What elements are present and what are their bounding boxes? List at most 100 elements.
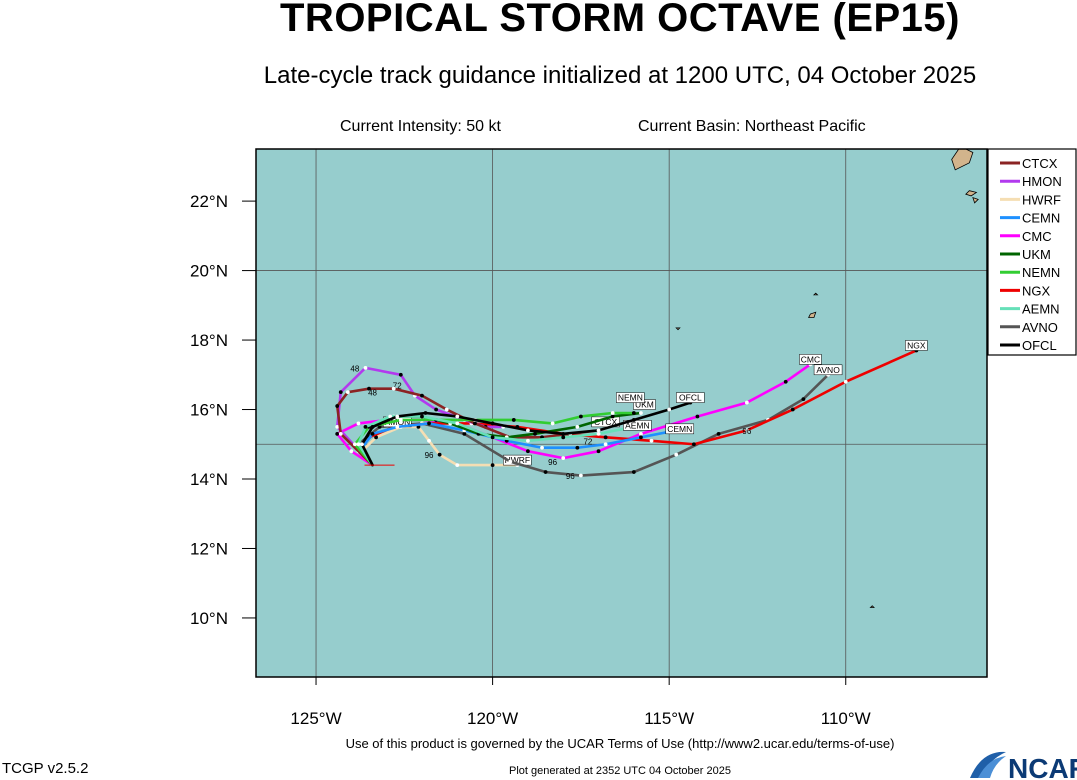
model-label-box (503, 454, 532, 466)
track-point (631, 411, 636, 415)
track-point (420, 393, 424, 398)
legend-label: AEMN (1022, 302, 1060, 317)
map-frame (255, 148, 988, 678)
svg-text:NCAR: NCAR (1008, 753, 1077, 780)
track-point (744, 428, 749, 433)
track-point (363, 424, 368, 429)
track-point (434, 407, 439, 412)
track-point (561, 431, 566, 436)
current-basin: Current Basin: Northeast Pacific (638, 118, 866, 135)
legend-label: NGX (1022, 283, 1051, 298)
terms-of-use: Use of this product is governed by the U… (345, 736, 895, 751)
legend-item-hwrf: HWRF (1000, 192, 1061, 207)
plot-title: TROPICAL STORM OCTAVE (EP15) (280, 0, 960, 40)
track-point (360, 442, 364, 447)
track-point (490, 463, 495, 468)
track-line (360, 425, 519, 467)
track-point (578, 473, 583, 478)
legend-item-cmc: CMC (1000, 229, 1052, 244)
track-point (345, 390, 350, 395)
track-point (533, 431, 537, 436)
legend-label: CTCX (1022, 156, 1058, 171)
lat-tick-label: 16°N (190, 401, 228, 420)
lon-tick-label: 120°W (467, 709, 518, 728)
track-point (783, 379, 788, 384)
forecast-hour-label: 96 (425, 451, 434, 460)
track-point (335, 424, 340, 429)
legend-item-hmon: HMON (1000, 174, 1062, 189)
track-point (444, 407, 449, 412)
track-aemn: AEMN (356, 414, 652, 467)
track-point (526, 428, 530, 433)
track-point (508, 459, 513, 464)
track-point (575, 424, 580, 429)
track-point (639, 435, 643, 440)
track-point (490, 421, 495, 426)
version-label: TCGP v2.5.2 (2, 760, 89, 777)
legend-label: OFCL (1022, 338, 1057, 353)
track-point (335, 404, 340, 408)
track-point (490, 435, 495, 440)
legend-label: CEMN (1022, 211, 1060, 226)
forecast-hour-label: 48 (350, 364, 359, 373)
model-label: UKM (635, 400, 654, 410)
model-label: OFCL (679, 393, 702, 403)
legend: CTCX HMON HWRF CEMN CMC UKM NEMN NGX AEMN AVNO OFC… (987, 148, 1077, 356)
track-ofcl: 72 OFCL (360, 392, 705, 467)
track-point (356, 442, 361, 447)
track-point (395, 424, 400, 429)
track-point (455, 421, 460, 426)
model-label-box (665, 423, 695, 435)
land-island (972, 197, 979, 204)
track-point (575, 445, 580, 450)
track-point (398, 372, 403, 377)
track-point (511, 418, 516, 422)
track-point (561, 456, 566, 461)
track-point (667, 407, 672, 412)
track-point (356, 421, 361, 426)
track-point (473, 421, 477, 426)
legend-item-aemn: AEMN (1000, 302, 1060, 317)
land-island (869, 605, 875, 608)
lat-tick-label: 12°N (190, 539, 228, 558)
track-point (363, 365, 368, 370)
track-point (596, 449, 601, 454)
track-point (843, 379, 848, 384)
lon-tick-label: 125°W (290, 709, 341, 728)
track-point (610, 414, 615, 419)
current-intensity: Current Intensity: 50 kt (340, 118, 501, 135)
track-point (335, 431, 340, 436)
lon-tick-label: 110°W (821, 709, 871, 728)
model-label-box (623, 420, 652, 431)
forecast-hour-label: 72 (583, 437, 592, 446)
track-point (427, 438, 431, 443)
track-point (420, 414, 424, 419)
track-point (744, 400, 749, 405)
model-label-box (905, 340, 928, 351)
model-label: HWRF (505, 455, 531, 465)
forecast-hour-label: 72 (393, 382, 402, 391)
track-point (578, 414, 583, 419)
track-point (631, 470, 636, 474)
model-label-box (813, 364, 843, 376)
legend-label: UKM (1022, 247, 1051, 262)
track-point (370, 431, 375, 436)
plot-subtitle: Late-cycle track guidance initialized at… (263, 62, 977, 89)
model-label-box (616, 392, 645, 403)
lat-tick-label: 10°N (190, 609, 228, 628)
forecast-hour-label: 96 (548, 458, 557, 467)
track-point (367, 386, 371, 391)
track-point (691, 442, 696, 447)
legend-item-ofcl: OFCL (1000, 338, 1057, 353)
track-point (423, 411, 428, 415)
forecast-hour-label: 96 (742, 427, 751, 436)
track-point (370, 424, 375, 429)
model-label: CTCX (594, 417, 617, 427)
track-point (391, 386, 396, 391)
track-point (550, 421, 555, 426)
track-point (462, 431, 467, 436)
track-point (596, 428, 601, 433)
track-point (398, 418, 403, 422)
track-point (639, 411, 643, 415)
